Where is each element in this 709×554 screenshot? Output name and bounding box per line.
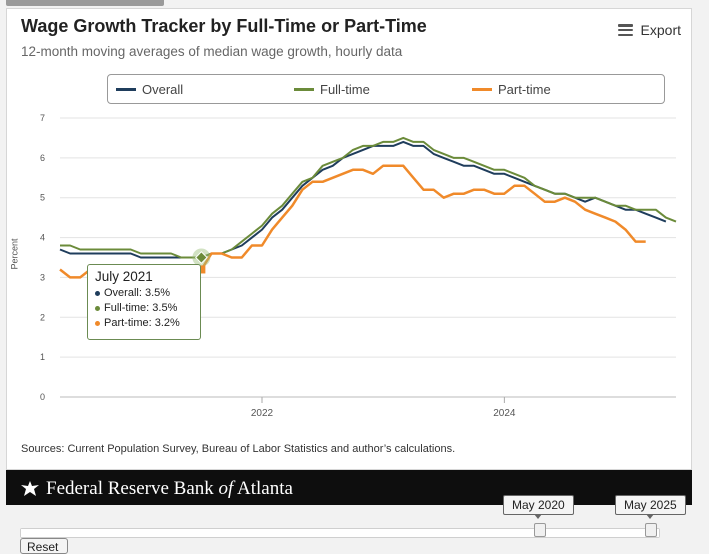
eagle-icon — [21, 481, 39, 496]
legend-label-fulltime: Full-time — [320, 82, 370, 97]
chart-title: Wage Growth Tracker by Full-Time or Part… — [21, 16, 427, 36]
chart-subtitle: 12-month moving averages of median wage … — [21, 44, 403, 59]
y-tick-label-5: 5 — [40, 193, 45, 203]
line-chart[interactable]: 0 1 2 3 4 5 6 7 2022 2024 — [7, 9, 691, 439]
axis-ticks: 0 1 2 3 4 5 6 7 2022 2024 — [40, 113, 516, 419]
tooltip-text-overall: Overall: 3.5% — [104, 287, 171, 299]
legend-swatch-overall — [116, 88, 136, 91]
tooltip-text-fulltime: Full-time: 3.5% — [104, 302, 178, 314]
top-scroll-strip — [6, 0, 164, 6]
y-tick-label-3: 3 — [40, 272, 45, 282]
x-tick-label-2022: 2022 — [251, 408, 274, 419]
legend-label-overall: Overall — [142, 82, 184, 97]
sources-note: Sources: Current Population Survey, Bure… — [21, 443, 456, 455]
legend-label-parttime: Part-time — [498, 82, 551, 97]
series-line-fulltime[interactable] — [60, 136, 677, 259]
reset-zoom-button[interactable]: Reset — [20, 538, 68, 554]
export-button[interactable]: Export — [617, 22, 681, 38]
tooltip-dot-overall — [95, 291, 100, 296]
range-label-end: May 2025 — [615, 495, 686, 519]
tooltip-title: July 2021 — [95, 269, 153, 284]
export-label: Export — [640, 22, 681, 38]
range-label-start: May 2020 — [503, 495, 574, 519]
tooltip-dot-parttime — [95, 321, 100, 326]
frb-logo: Federal Reserve Bank of Atlanta — [20, 478, 293, 500]
frb-banner: Federal Reserve Bank of Atlanta — [6, 470, 692, 505]
tooltip-row-parttime: Part-time: 3.2% — [95, 316, 193, 331]
x-tick-label-2024: 2024 — [493, 408, 516, 419]
tooltip-text-parttime: Part-time: 3.2% — [104, 317, 180, 329]
legend-item-overall[interactable]: Overall — [116, 82, 183, 97]
legend-item-fulltime[interactable]: Full-time — [294, 82, 370, 97]
range-navigator-selection — [21, 529, 659, 537]
tooltip-row-fulltime: Full-time: 3.5% — [95, 301, 193, 316]
tooltip-dot-fulltime — [95, 306, 100, 311]
chart-legend: Overall Full-time Part-time — [107, 74, 665, 104]
y-tick-label-1: 1 — [40, 352, 45, 362]
series-line-overall[interactable] — [59, 140, 667, 259]
series-line-parttime[interactable] — [59, 164, 646, 279]
frb-name: Federal Reserve Bank of Atlanta — [46, 478, 293, 499]
series-lines — [59, 136, 677, 279]
chart-card: Wage Growth Tracker by Full-Time or Part… — [6, 8, 692, 470]
range-handle-end[interactable] — [645, 523, 657, 537]
range-handle-start[interactable] — [534, 523, 546, 537]
y-tick-label-2: 2 — [40, 312, 45, 322]
range-navigator[interactable] — [20, 528, 660, 538]
hover-markers — [192, 248, 211, 274]
y-tick-label-6: 6 — [40, 153, 45, 163]
tooltip-row-overall: Overall: 3.5% — [95, 286, 193, 301]
hamburger-menu-icon — [617, 24, 633, 36]
y-tick-label-4: 4 — [40, 233, 45, 243]
hover-marker-fulltime — [195, 251, 208, 264]
legend-swatch-parttime — [472, 88, 492, 91]
hover-marker-parttime — [197, 265, 206, 274]
legend-item-parttime[interactable]: Part-time — [472, 82, 551, 97]
y-tick-label-0: 0 — [40, 392, 45, 402]
legend-swatch-fulltime — [294, 88, 314, 91]
chart-tooltip: July 2021 Overall: 3.5% Full-time: 3.5% … — [87, 264, 201, 340]
y-tick-label-7: 7 — [40, 113, 45, 123]
